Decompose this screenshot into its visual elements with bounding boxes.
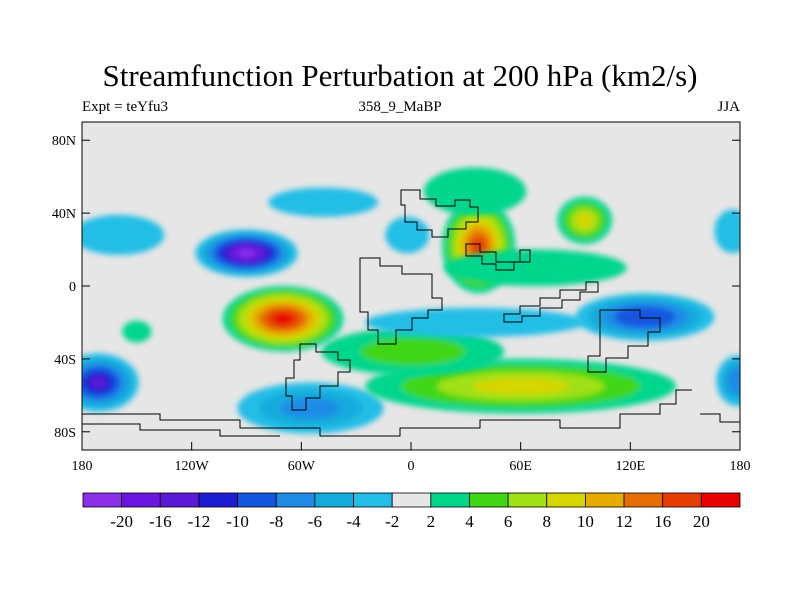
coastline-australia <box>503 281 599 323</box>
colorbar-box-3 <box>198 492 238 508</box>
contour-level-0-7 <box>238 249 255 258</box>
anomaly-feature-5 <box>716 355 740 407</box>
colorbar-label-11: 8 <box>543 512 552 531</box>
colorbar-box-4 <box>237 492 277 508</box>
contour-level-15-0 <box>122 320 152 343</box>
colorbar-box-7 <box>353 492 393 508</box>
anomaly-feature-16 <box>714 209 740 254</box>
colorbar-box-2 <box>159 492 200 508</box>
colorbar-box-13 <box>585 492 625 508</box>
contour-level-13-0 <box>268 187 379 217</box>
x-tick-label-0: 180 <box>72 459 93 474</box>
anomaly-feature-15 <box>122 320 152 343</box>
anomaly-feature-9 <box>557 196 613 245</box>
colorbar-label-5: -6 <box>308 512 322 531</box>
colorbar-box-11 <box>507 492 548 508</box>
y-tick-label-2: 0 <box>69 280 76 295</box>
colorbar-label-9: 4 <box>465 512 474 531</box>
colorbar-label-14: 16 <box>654 512 671 531</box>
x-axis: 180 120W 60W 0 60E 120E 180 <box>72 442 751 474</box>
colorbar-label-6: -4 <box>346 512 361 531</box>
y-tick-label-0: 80N <box>52 134 76 149</box>
chart-title: Streamfunction Perturbation at 200 hPa (… <box>102 58 698 93</box>
colorbar-box-16 <box>700 492 741 508</box>
colorbar-label-12: 10 <box>577 512 594 531</box>
x-tick-label-6: 180 <box>730 459 751 474</box>
anomaly-feature-1 <box>222 286 344 352</box>
colorbar-box-15 <box>662 492 702 508</box>
coastline-eurasia <box>400 189 479 238</box>
contour-level-9-3 <box>576 213 594 228</box>
y-axis: 80N 40N 0 40S 80S <box>52 134 740 441</box>
x-tick-label-2: 60W <box>288 459 316 474</box>
y-tick-label-3: 40S <box>54 353 76 368</box>
colorbar-label-2: -12 <box>188 512 211 531</box>
contour-level-12-1 <box>92 223 145 247</box>
contour-level-10-0 <box>443 249 627 286</box>
colorbar-label-8: 2 <box>427 512 436 531</box>
colorbar-label-10: 6 <box>504 512 513 531</box>
season-label: JJA <box>717 99 740 115</box>
contour-level-1-7 <box>273 313 293 325</box>
colorbar-box-1 <box>121 492 161 508</box>
coastline-africa <box>359 257 443 345</box>
contour-level-6-2 <box>281 397 340 419</box>
contour-level-5-3 <box>731 372 740 389</box>
x-tick-label-3: 0 <box>408 459 415 474</box>
anomaly-feature-12 <box>82 214 165 256</box>
anomaly-feature-11 <box>385 216 430 254</box>
colorbar-box-5 <box>275 492 316 508</box>
colorbar-box-0 <box>82 492 123 508</box>
anomaly-feature-13 <box>268 187 379 217</box>
x-tick-label-1: 120W <box>175 459 210 474</box>
colorbar-label-7: -2 <box>385 512 399 531</box>
coastline-asia <box>465 243 531 271</box>
contour-level-14-0 <box>423 167 527 215</box>
contour-level-4-5 <box>89 376 107 389</box>
anomaly-feature-8 <box>321 327 505 376</box>
colorbar-label-15: 20 <box>693 512 710 531</box>
colorbar-box-8 <box>391 492 432 508</box>
colorbar-box-6 <box>314 492 354 508</box>
anomaly-feature-3 <box>575 293 715 341</box>
contour-level-8-1 <box>360 337 466 366</box>
colorbar: -20 -16 -12 -10 -8 -6 -4 -2 2 4 6 8 10 12 16 20 <box>82 492 741 531</box>
anomaly-feature-10 <box>443 249 627 286</box>
coastline-southern <box>82 389 692 437</box>
anomaly-feature-6 <box>237 382 384 434</box>
coastline-layer <box>82 189 740 437</box>
contour-level-17-0 <box>365 307 585 338</box>
x-tick-label-4: 60E <box>509 459 532 474</box>
contour-level-16-0 <box>714 209 740 254</box>
coastline-antarctic-west <box>82 423 280 437</box>
experiment-label: Expt = teYfu3 <box>82 99 168 115</box>
anomaly-feature-17 <box>365 307 585 338</box>
contour-level-11-0 <box>385 216 430 254</box>
colorbar-label-3: -10 <box>226 512 249 531</box>
anomaly-feature-4 <box>82 353 139 412</box>
y-tick-label-4: 80S <box>54 426 76 441</box>
contour-level-7-3 <box>472 377 569 395</box>
colorbar-label-4: -8 <box>269 512 283 531</box>
colorbar-label-1: -16 <box>149 512 172 531</box>
contour-fill-layer <box>82 167 740 434</box>
colorbar-label-0: -20 <box>110 512 133 531</box>
colorbar-label-13: 12 <box>616 512 633 531</box>
colorbar-box-14 <box>623 492 664 508</box>
coastline-antarctic-east <box>700 413 740 423</box>
y-tick-label-1: 40N <box>52 207 76 222</box>
case-label: 358_9_MaBP <box>358 99 442 115</box>
x-tick-label-5: 120E <box>616 459 646 474</box>
coastline-pacific <box>587 309 661 373</box>
contour-level-2-6 <box>471 237 486 255</box>
contour-level-3-4 <box>627 311 663 323</box>
colorbar-box-9 <box>430 492 470 508</box>
anomaly-feature-0 <box>195 229 298 277</box>
anomaly-feature-14 <box>423 167 527 215</box>
coastline-america <box>285 343 351 411</box>
colorbar-box-10 <box>469 492 509 508</box>
colorbar-box-12 <box>546 492 586 508</box>
